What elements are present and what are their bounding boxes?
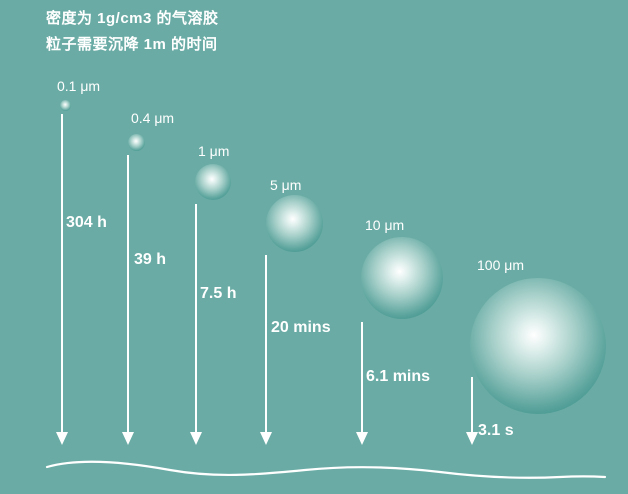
settling-time-label: 39 h (134, 251, 167, 268)
settling-time-label: 6.1 mins (366, 368, 431, 385)
particle-size-label: 10 μm (365, 217, 405, 233)
arrow-head-icon (356, 432, 368, 445)
arrow-head-icon (122, 432, 134, 445)
fall-arrow (56, 114, 68, 445)
settling-time-label: 304 h (66, 214, 107, 231)
arrow-line (195, 204, 197, 433)
particle-size-label: 5 μm (270, 177, 302, 193)
particle-size-label: 1 μm (198, 143, 230, 159)
settling-time-label: 20 mins (271, 319, 331, 336)
infographic-title: 密度为 1g/cm3 的气溶胶 粒子需要沉降 1m 的时间 (46, 6, 219, 58)
particle-sphere (195, 164, 231, 200)
particle-sphere (266, 195, 323, 252)
fall-arrow (122, 155, 134, 445)
arrow-line (471, 377, 473, 433)
arrow-line (127, 155, 129, 433)
particle-sphere (361, 237, 443, 319)
particle-sphere (470, 278, 606, 414)
particle-size-label: 0.4 μm (131, 110, 175, 126)
particle-sphere (128, 134, 145, 151)
particle-sphere (60, 100, 71, 111)
arrow-head-icon (260, 432, 272, 445)
ground-wave-line (45, 460, 607, 479)
arrow-line (61, 114, 63, 433)
fall-arrow (356, 322, 368, 445)
particle-size-label: 0.1 μm (57, 78, 101, 94)
title-line1: 密度为 1g/cm3 的气溶胶 (46, 10, 219, 27)
settling-time-label: 7.5 h (200, 285, 237, 302)
title-line2: 粒子需要沉降 1m 的时间 (46, 36, 218, 53)
arrow-line (361, 322, 363, 433)
arrow-head-icon (56, 432, 68, 445)
settling-time-label: 3.1 s (478, 422, 514, 439)
fall-arrow (190, 204, 202, 445)
arrow-line (265, 255, 267, 433)
particle-size-label: 100 μm (477, 257, 524, 273)
arrow-head-icon (190, 432, 202, 445)
arrow-head-icon (466, 432, 478, 445)
fall-arrow (260, 255, 272, 445)
fall-arrow (466, 377, 478, 445)
